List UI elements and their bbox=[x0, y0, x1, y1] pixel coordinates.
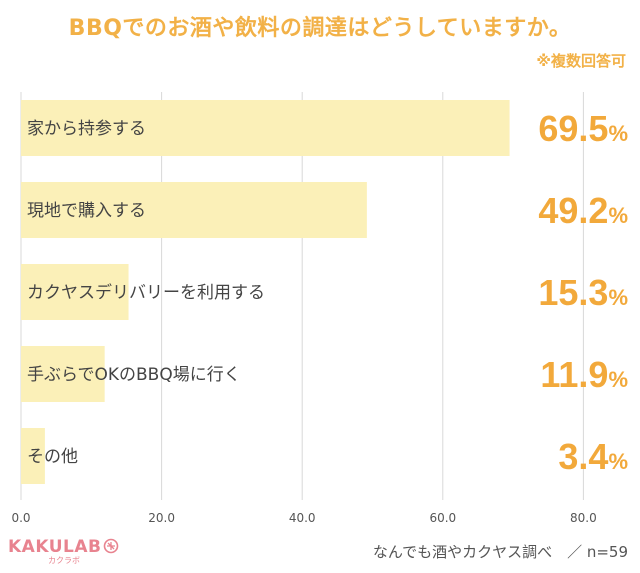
x-tick-label: 0.0 bbox=[11, 511, 30, 525]
value-unit: % bbox=[608, 285, 628, 310]
category-label: カクヤスデリバリーを利用する bbox=[27, 282, 265, 303]
bar bbox=[21, 182, 367, 238]
value-label: 49.2% bbox=[538, 190, 628, 231]
bar bbox=[21, 346, 105, 402]
x-tick-label: 80.0 bbox=[570, 511, 597, 525]
value-unit: % bbox=[608, 367, 628, 392]
bar bbox=[21, 264, 129, 320]
value-unit: % bbox=[608, 449, 628, 474]
value-unit: % bbox=[608, 203, 628, 228]
x-tick-label: 40.0 bbox=[289, 511, 316, 525]
bar bbox=[21, 100, 510, 156]
brand-logo: KAKULAB カクラボ bbox=[8, 538, 119, 565]
survey-source: なんでも酒やカクヤス調べ ／ n=59 bbox=[372, 543, 628, 561]
brand-name: KAKULAB bbox=[8, 537, 102, 557]
category-label: 現地で購入する bbox=[27, 201, 146, 221]
category-label: 手ぶらでOKのBBQ場に行く bbox=[27, 365, 241, 385]
bar bbox=[21, 428, 45, 484]
category-label: 家から持参する bbox=[27, 119, 146, 139]
value-label: 15.3% bbox=[538, 272, 628, 313]
category-label: その他 bbox=[27, 447, 78, 467]
x-tick-label: 20.0 bbox=[148, 511, 175, 525]
value-label: 11.9% bbox=[540, 354, 628, 395]
brand-sub: カクラボ bbox=[48, 556, 80, 565]
chart-title: BBQでのお酒や飲料の調達はどうしていますか。 bbox=[68, 16, 572, 41]
x-tick-label: 60.0 bbox=[429, 511, 456, 525]
brand-mark-icon bbox=[104, 538, 119, 554]
value-label: 69.5% bbox=[538, 108, 628, 149]
value-unit: % bbox=[608, 121, 628, 146]
multiple-answer-note: ※複数回答可 bbox=[536, 52, 626, 70]
value-label: 3.4% bbox=[558, 436, 628, 477]
